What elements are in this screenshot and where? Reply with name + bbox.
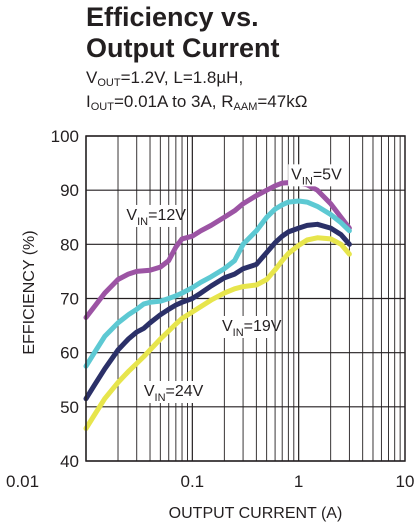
series-line-vin-19v (83, 221, 352, 402)
iout-symbol: I (86, 92, 91, 111)
iout-subscript: OUT (90, 101, 114, 113)
plot-frame (85, 135, 406, 462)
y-tick-label: 80 (60, 235, 79, 254)
chart-title: Efficiency vs. Output Current (86, 2, 279, 64)
title-line-1: Efficiency vs. (86, 2, 259, 32)
series-label-vin-24v: VIN=24V (144, 383, 204, 404)
series-labels: VIN=5V VIN=12V VIN=19V VIN=24V (123, 164, 342, 404)
chart-grid (85, 135, 405, 462)
conditions-raam-value: =47kΩ (257, 92, 308, 111)
x-tick-label: 1 (294, 472, 303, 491)
x-tick-label: 0.1 (181, 472, 205, 491)
y-tick-label: 70 (60, 290, 79, 309)
title-line-2: Output Current (86, 33, 280, 63)
conditions-iout-range: =0.01A to 3A, R (113, 92, 234, 111)
tick-labels: 40 50 60 70 80 90 100 0.01 0.1 1 10 (6, 127, 414, 491)
conditions-line-2: IOUT=0.01A to 3A, RAAM=47kΩ (86, 90, 307, 114)
y-tick-label: 100 (51, 127, 79, 146)
y-tick-label: 50 (60, 398, 79, 417)
y-axis-label: EFFICIENCY (%) (21, 230, 38, 354)
series-line-vin-12v (83, 198, 352, 369)
vout-subscript: OUT (97, 77, 121, 89)
series-line-vin-24v (83, 235, 352, 431)
conditions-vout-l: =1.2V, L=1.8µH, (120, 68, 244, 87)
conditions-line-1: VOUT=1.2V, L=1.8µH, (86, 66, 307, 90)
chart-conditions: VOUT=1.2V, L=1.8µH, IOUT=0.01A to 3A, RA… (86, 66, 307, 114)
y-tick-label: 40 (60, 452, 79, 471)
vout-symbol: V (86, 68, 98, 87)
raam-subscript: AAM (233, 101, 258, 113)
series-label-background (123, 204, 178, 227)
series-label-vin-19v: VIN=19V (222, 318, 282, 339)
series-label-background (288, 164, 334, 187)
x-axis-label: OUTPUT CURRENT (A) (169, 505, 343, 522)
series-label-vin-5v: VIN=5V (291, 166, 342, 187)
series-label-background (140, 381, 195, 403)
x-tick-label: 10 (396, 472, 415, 491)
y-tick-label: 90 (60, 181, 79, 200)
series-label-background (218, 316, 273, 338)
x-tick-label: 0.01 (6, 472, 39, 491)
series-label-vin-12v: VIN=12V (126, 207, 186, 228)
y-tick-label: 60 (60, 344, 79, 363)
